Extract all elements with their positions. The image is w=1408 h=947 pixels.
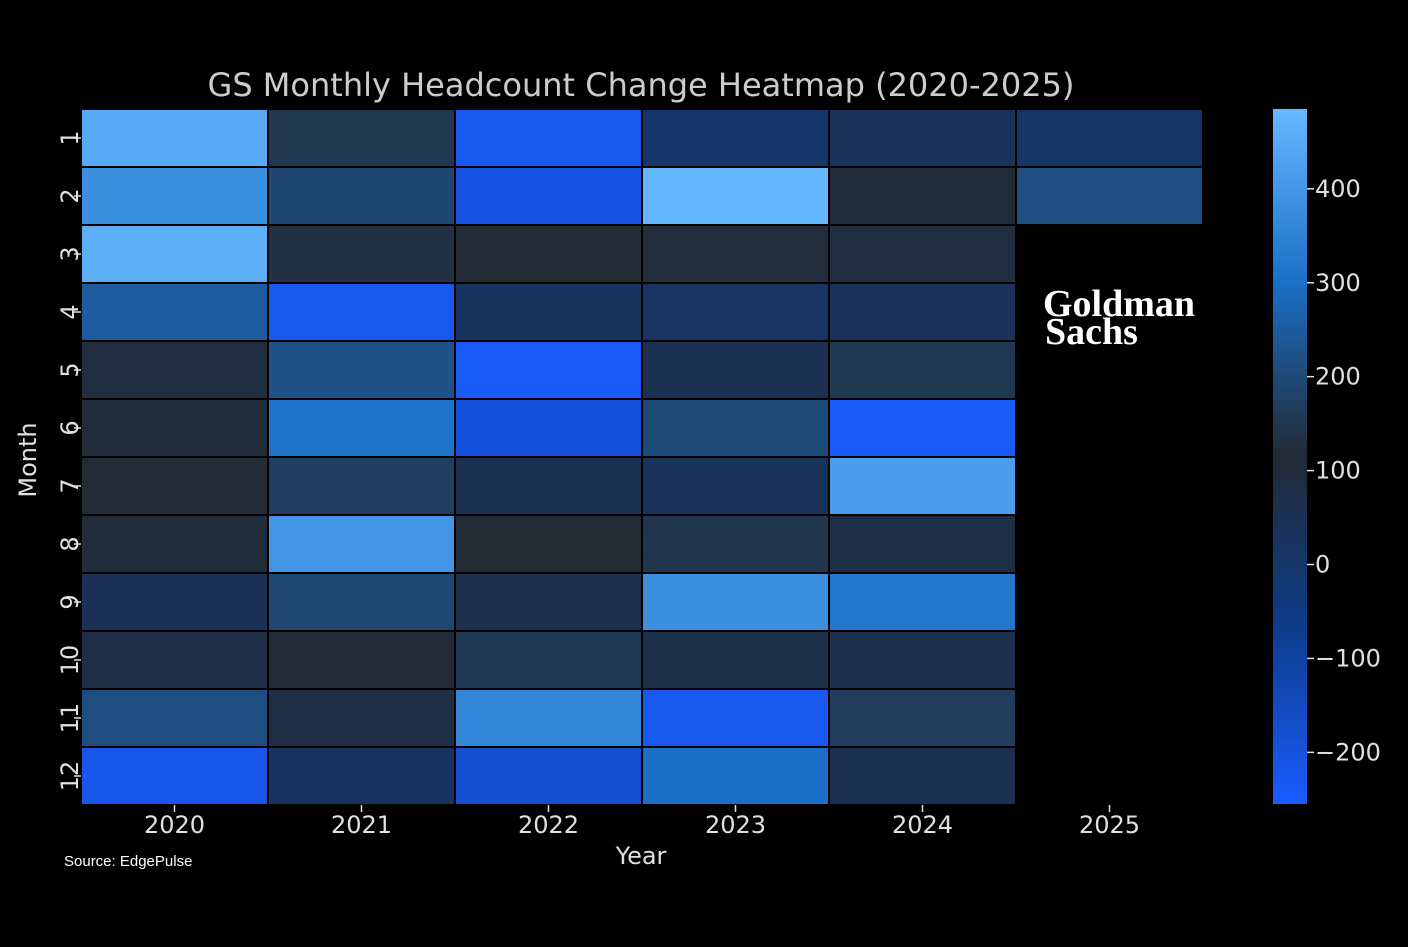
heatmap-cell (454, 630, 643, 690)
heatmap-cell (641, 746, 830, 806)
heatmap-cell (641, 630, 830, 690)
heatmap-cell (454, 688, 643, 748)
heatmap-cell (80, 746, 269, 806)
heatmap-cell (454, 282, 643, 342)
x-tick-label: 2025 (1079, 811, 1140, 839)
heatmap-cell (267, 108, 456, 168)
heatmap-cell (267, 688, 456, 748)
heatmap-cell (267, 398, 456, 458)
heatmap-cell (267, 746, 456, 806)
heatmap-cell (641, 166, 830, 226)
y-tick-label: 12 (56, 761, 84, 792)
x-tick-label: 2023 (705, 811, 766, 839)
heatmap-cell (454, 514, 643, 574)
heatmap-cell (454, 166, 643, 226)
heatmap-cell (454, 108, 643, 168)
y-tick-label: 3 (56, 246, 84, 261)
heatmap-cell (80, 630, 269, 690)
heatmap-cell (641, 514, 830, 574)
heatmap-cell (80, 166, 269, 226)
y-tick-label: 7 (56, 478, 84, 493)
colorbar-tick-label: −100 (1315, 644, 1381, 672)
heatmap-cell (641, 572, 830, 632)
heatmap-cell (454, 398, 643, 458)
heatmap-cell (641, 456, 830, 516)
heatmap-cell (828, 688, 1017, 748)
y-tick-label: 6 (56, 420, 84, 435)
heatmap-cell (641, 282, 830, 342)
x-tick-label: 2024 (892, 811, 953, 839)
colorbar-tick-label: 100 (1315, 457, 1361, 485)
y-axis-label: Month (14, 422, 42, 497)
heatmap-cell (267, 572, 456, 632)
goldman-sachs-logo: Goldman Sachs (1043, 283, 1195, 353)
heatmap-cell (828, 108, 1017, 168)
colorbar (1273, 109, 1307, 804)
y-tick-label: 5 (56, 362, 84, 377)
x-tick-label: 2020 (144, 811, 205, 839)
logo-line-1: Goldman (1043, 283, 1195, 325)
heatmap-cell (828, 456, 1017, 516)
heatmap-cell (454, 572, 643, 632)
heatmap-cell (828, 514, 1017, 574)
colorbar-ticks: 400 300 200 100 0 −100 −200 (1307, 175, 1381, 766)
x-axis-label: Year (615, 842, 667, 870)
heatmap-cell (80, 224, 269, 284)
heatmap-cell (80, 108, 269, 168)
colorbar-tick-label: 200 (1315, 363, 1361, 391)
heatmap-cell (641, 108, 830, 168)
heatmap-cell (80, 514, 269, 574)
heatmap-cell (80, 398, 269, 458)
heatmap-cell (641, 398, 830, 458)
heatmap-cell (641, 688, 830, 748)
heatmap-cell (267, 166, 456, 226)
heatmap-cell (454, 340, 643, 400)
heatmap-cell (267, 282, 456, 342)
heatmap-cell (454, 456, 643, 516)
heatmap-cell (828, 282, 1017, 342)
heatmap-cell (454, 746, 643, 806)
y-tick-label: 8 (56, 536, 84, 551)
x-tick-label: 2022 (518, 811, 579, 839)
heatmap-cell (267, 630, 456, 690)
colorbar-tick-label: 300 (1315, 269, 1361, 297)
heatmap-cell (267, 224, 456, 284)
heatmap-cell (1015, 108, 1204, 168)
y-tick-label: 10 (56, 645, 84, 676)
source-note: Source: EdgePulse (64, 853, 192, 870)
heatmap-cell (828, 746, 1017, 806)
heatmap-cell (80, 688, 269, 748)
y-tick-label: 9 (56, 594, 84, 609)
x-tick-label: 2021 (331, 811, 392, 839)
heatmap-cell (1015, 166, 1204, 226)
heatmap-cell (828, 398, 1017, 458)
colorbar-tick-label: 0 (1315, 551, 1330, 579)
heatmap-cell (454, 224, 643, 284)
chart-title: GS Monthly Headcount Change Heatmap (202… (208, 66, 1075, 104)
heatmap-cell (80, 456, 269, 516)
colorbar-tick-label: 400 (1315, 175, 1361, 203)
y-tick-label: 11 (56, 703, 84, 734)
y-tick-label: 1 (56, 130, 84, 145)
heatmap-cell (80, 572, 269, 632)
heatmap-cell (641, 224, 830, 284)
heatmap-cell (80, 340, 269, 400)
heatmap-cell (80, 282, 269, 342)
heatmap-cell (828, 224, 1017, 284)
heatmap-cell (267, 340, 456, 400)
logo-line-2: Sachs (1045, 311, 1138, 353)
x-axis-ticks: 2020 2021 2022 2023 2024 2025 (144, 805, 1140, 839)
heatmap-cell (641, 340, 830, 400)
colorbar-tick-label: −200 (1315, 738, 1381, 766)
heatmap-cell (267, 514, 456, 574)
heatmap-cell (828, 166, 1017, 226)
heatmap-cell (828, 572, 1017, 632)
y-tick-label: 4 (56, 304, 84, 319)
y-tick-label: 2 (56, 188, 84, 203)
heatmap-cell (267, 456, 456, 516)
heatmap-cell (828, 340, 1017, 400)
heatmap-cell (828, 630, 1017, 690)
